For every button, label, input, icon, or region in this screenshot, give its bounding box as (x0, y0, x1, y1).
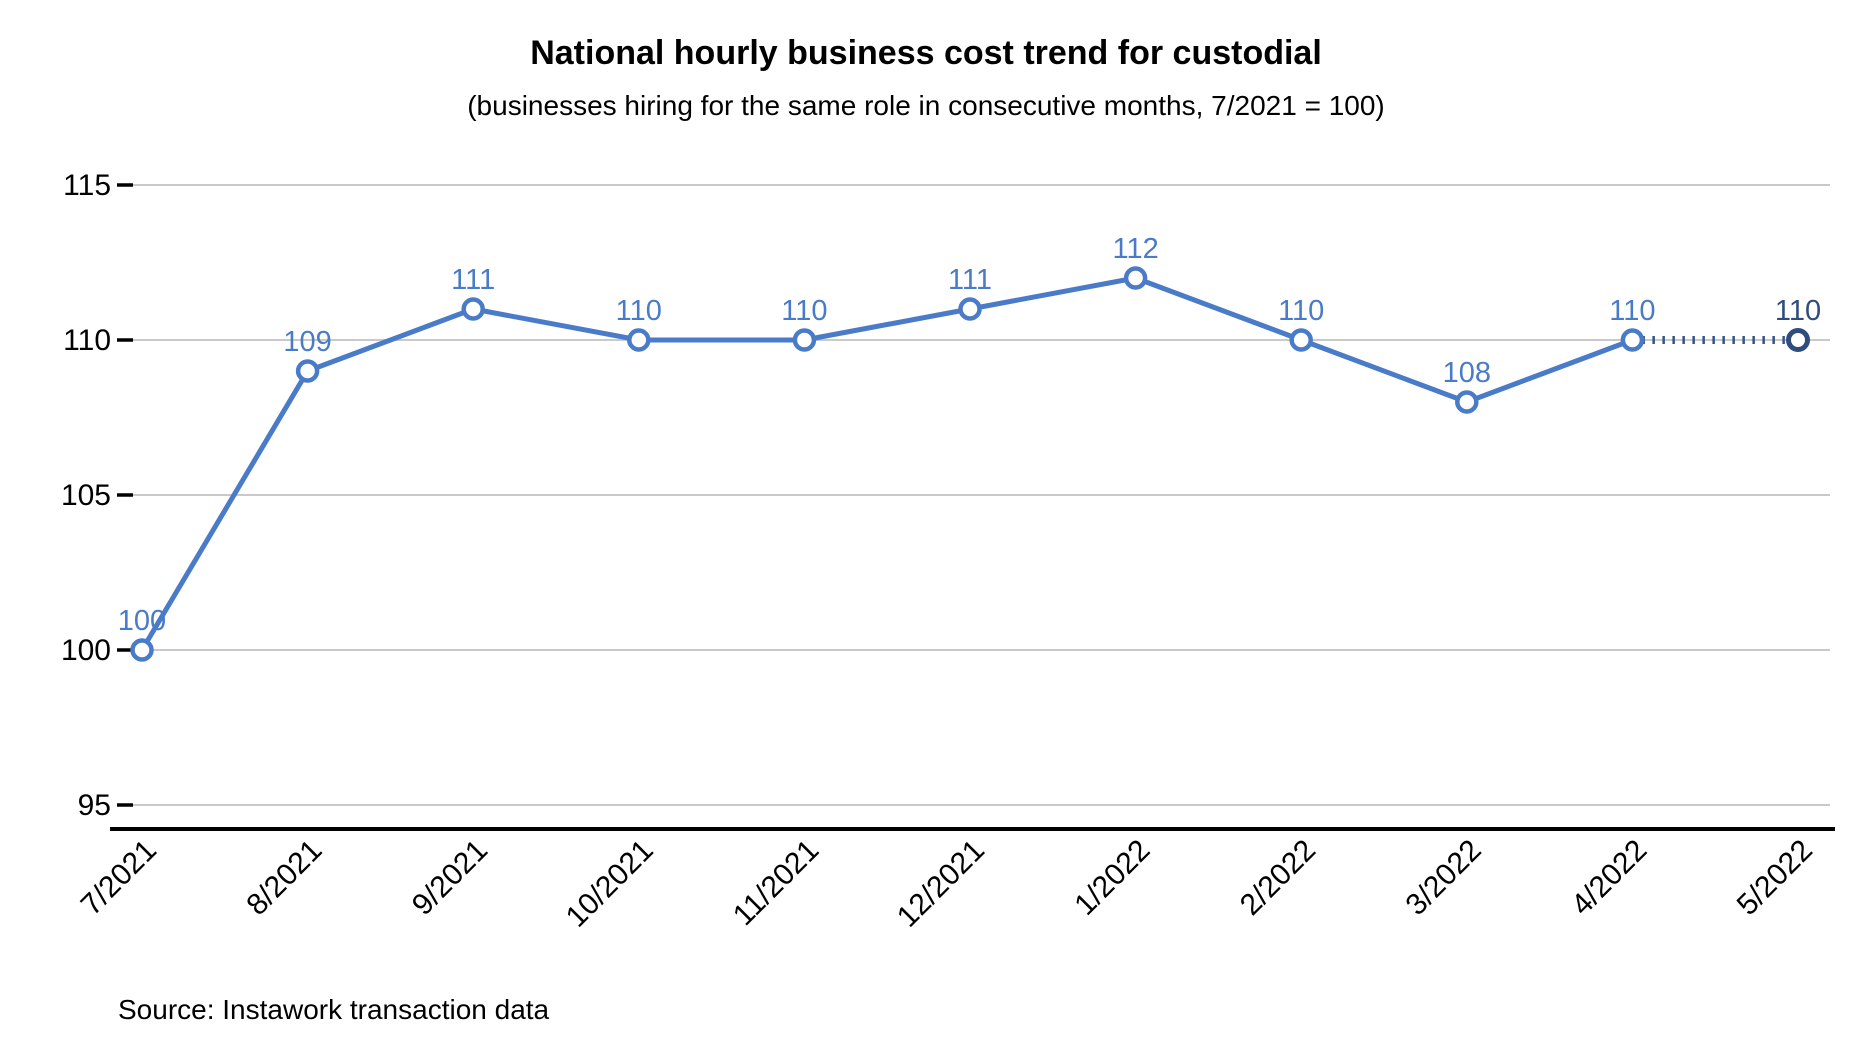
data-point (1620, 328, 1645, 352)
x-tick-label: 2/2022 (1234, 834, 1322, 922)
x-tick-label: 1/2022 (1068, 834, 1156, 922)
y-tick-label: 100 (61, 634, 111, 667)
x-tick-label: 9/2021 (406, 834, 494, 922)
data-point-label: 110 (1278, 295, 1324, 327)
data-point-label: 109 (283, 326, 331, 358)
data-point-label: 110 (616, 295, 662, 327)
data-point-label: 112 (1112, 233, 1158, 265)
y-tick-label: 95 (78, 789, 111, 822)
data-point (1455, 390, 1479, 414)
data-point-label: 111 (451, 264, 495, 296)
y-tick-label: 115 (63, 169, 111, 202)
y-tick-label: 105 (61, 479, 111, 512)
data-point-label: 111 (948, 264, 992, 296)
data-line (139, 275, 1635, 653)
x-tick-label: 12/2021 (891, 834, 991, 934)
data-point-label: 110 (1775, 295, 1821, 327)
data-point (958, 297, 982, 321)
data-point (461, 297, 485, 321)
data-point (1289, 328, 1313, 352)
data-point (627, 328, 651, 352)
data-point (130, 638, 154, 662)
chart-title: National hourly business cost trend for … (530, 34, 1322, 72)
data-point-label: 108 (1443, 357, 1491, 389)
data-point-label: 110 (1609, 295, 1655, 327)
data-point (295, 359, 320, 383)
x-tick-label: 3/2022 (1400, 834, 1488, 922)
x-tick-label: 4/2022 (1565, 834, 1653, 922)
x-tick-label: 8/2021 (240, 834, 328, 922)
chart-subtitle: (businesses hiring for the same role in … (467, 90, 1385, 121)
data-point (1123, 266, 1148, 290)
data-point-label: 100 (118, 605, 166, 637)
x-tick-label: 10/2021 (560, 834, 660, 934)
y-tick-label: 110 (63, 324, 111, 357)
data-point (792, 328, 817, 352)
data-point-label: 110 (781, 295, 827, 327)
x-tick-label: 5/2022 (1731, 834, 1819, 922)
x-tick-label: 7/2021 (75, 834, 163, 922)
data-point-provisional (1786, 328, 1810, 352)
x-tick-label: 11/2021 (727, 834, 825, 932)
source-note: Source: Instawork transaction data (118, 994, 550, 1025)
